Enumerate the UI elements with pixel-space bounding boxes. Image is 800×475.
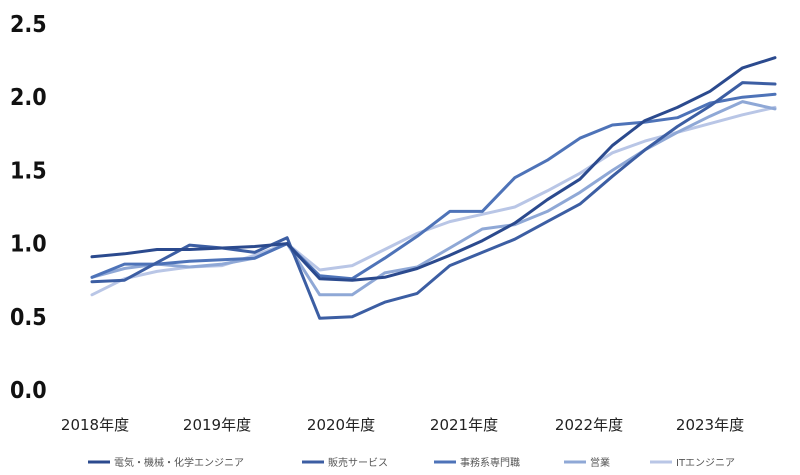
y-tick-label: 1.5 xyxy=(10,158,47,184)
x-tick-label: 2018年度 xyxy=(61,416,129,434)
x-tick-label: 2020年度 xyxy=(307,416,375,434)
series-line-1 xyxy=(90,81,777,320)
y-tick-label: 2.0 xyxy=(10,85,47,111)
legend-label: ITエンジニア xyxy=(676,458,735,469)
y-tick-label: 0.0 xyxy=(10,378,47,404)
x-axis: 2018年度 2019年度 2020年度 2021年度 2022年度 2023年度 xyxy=(61,416,744,434)
plot-area xyxy=(90,56,777,320)
legend-label: 電気・機械・化学エンジニア xyxy=(114,456,244,469)
x-tick-label: 2022年度 xyxy=(555,416,623,434)
x-tick-label: 2019年度 xyxy=(183,416,251,434)
legend-label: 販売サービス xyxy=(328,456,388,469)
legend-label: 事務系専門職 xyxy=(460,456,520,469)
y-tick-label: 0.5 xyxy=(10,305,47,331)
series-line-0 xyxy=(90,56,777,282)
legend-item-2: 事務系専門職 xyxy=(434,456,520,469)
x-tick-label: 2021年度 xyxy=(430,416,498,434)
legend-item-0: 電気・機械・化学エンジニア xyxy=(88,456,244,469)
legend-item-1: 販売サービス xyxy=(302,456,388,469)
legend-item-4: ITエンジニア xyxy=(650,458,735,469)
y-tick-label: 1.0 xyxy=(10,232,47,258)
legend-item-3: 営業 xyxy=(564,456,610,469)
series-line-2 xyxy=(90,92,777,281)
series-line-3 xyxy=(90,100,777,297)
y-tick-label: 2.5 xyxy=(10,12,47,38)
x-tick-label: 2023年度 xyxy=(676,416,744,434)
legend: 電気・機械・化学エンジニア 販売サービス 事務系専門職 営業 ITエンジニア xyxy=(88,456,735,469)
legend-label: 営業 xyxy=(590,456,610,469)
y-axis: 0.0 0.5 1.0 1.5 2.0 2.5 xyxy=(10,12,47,404)
